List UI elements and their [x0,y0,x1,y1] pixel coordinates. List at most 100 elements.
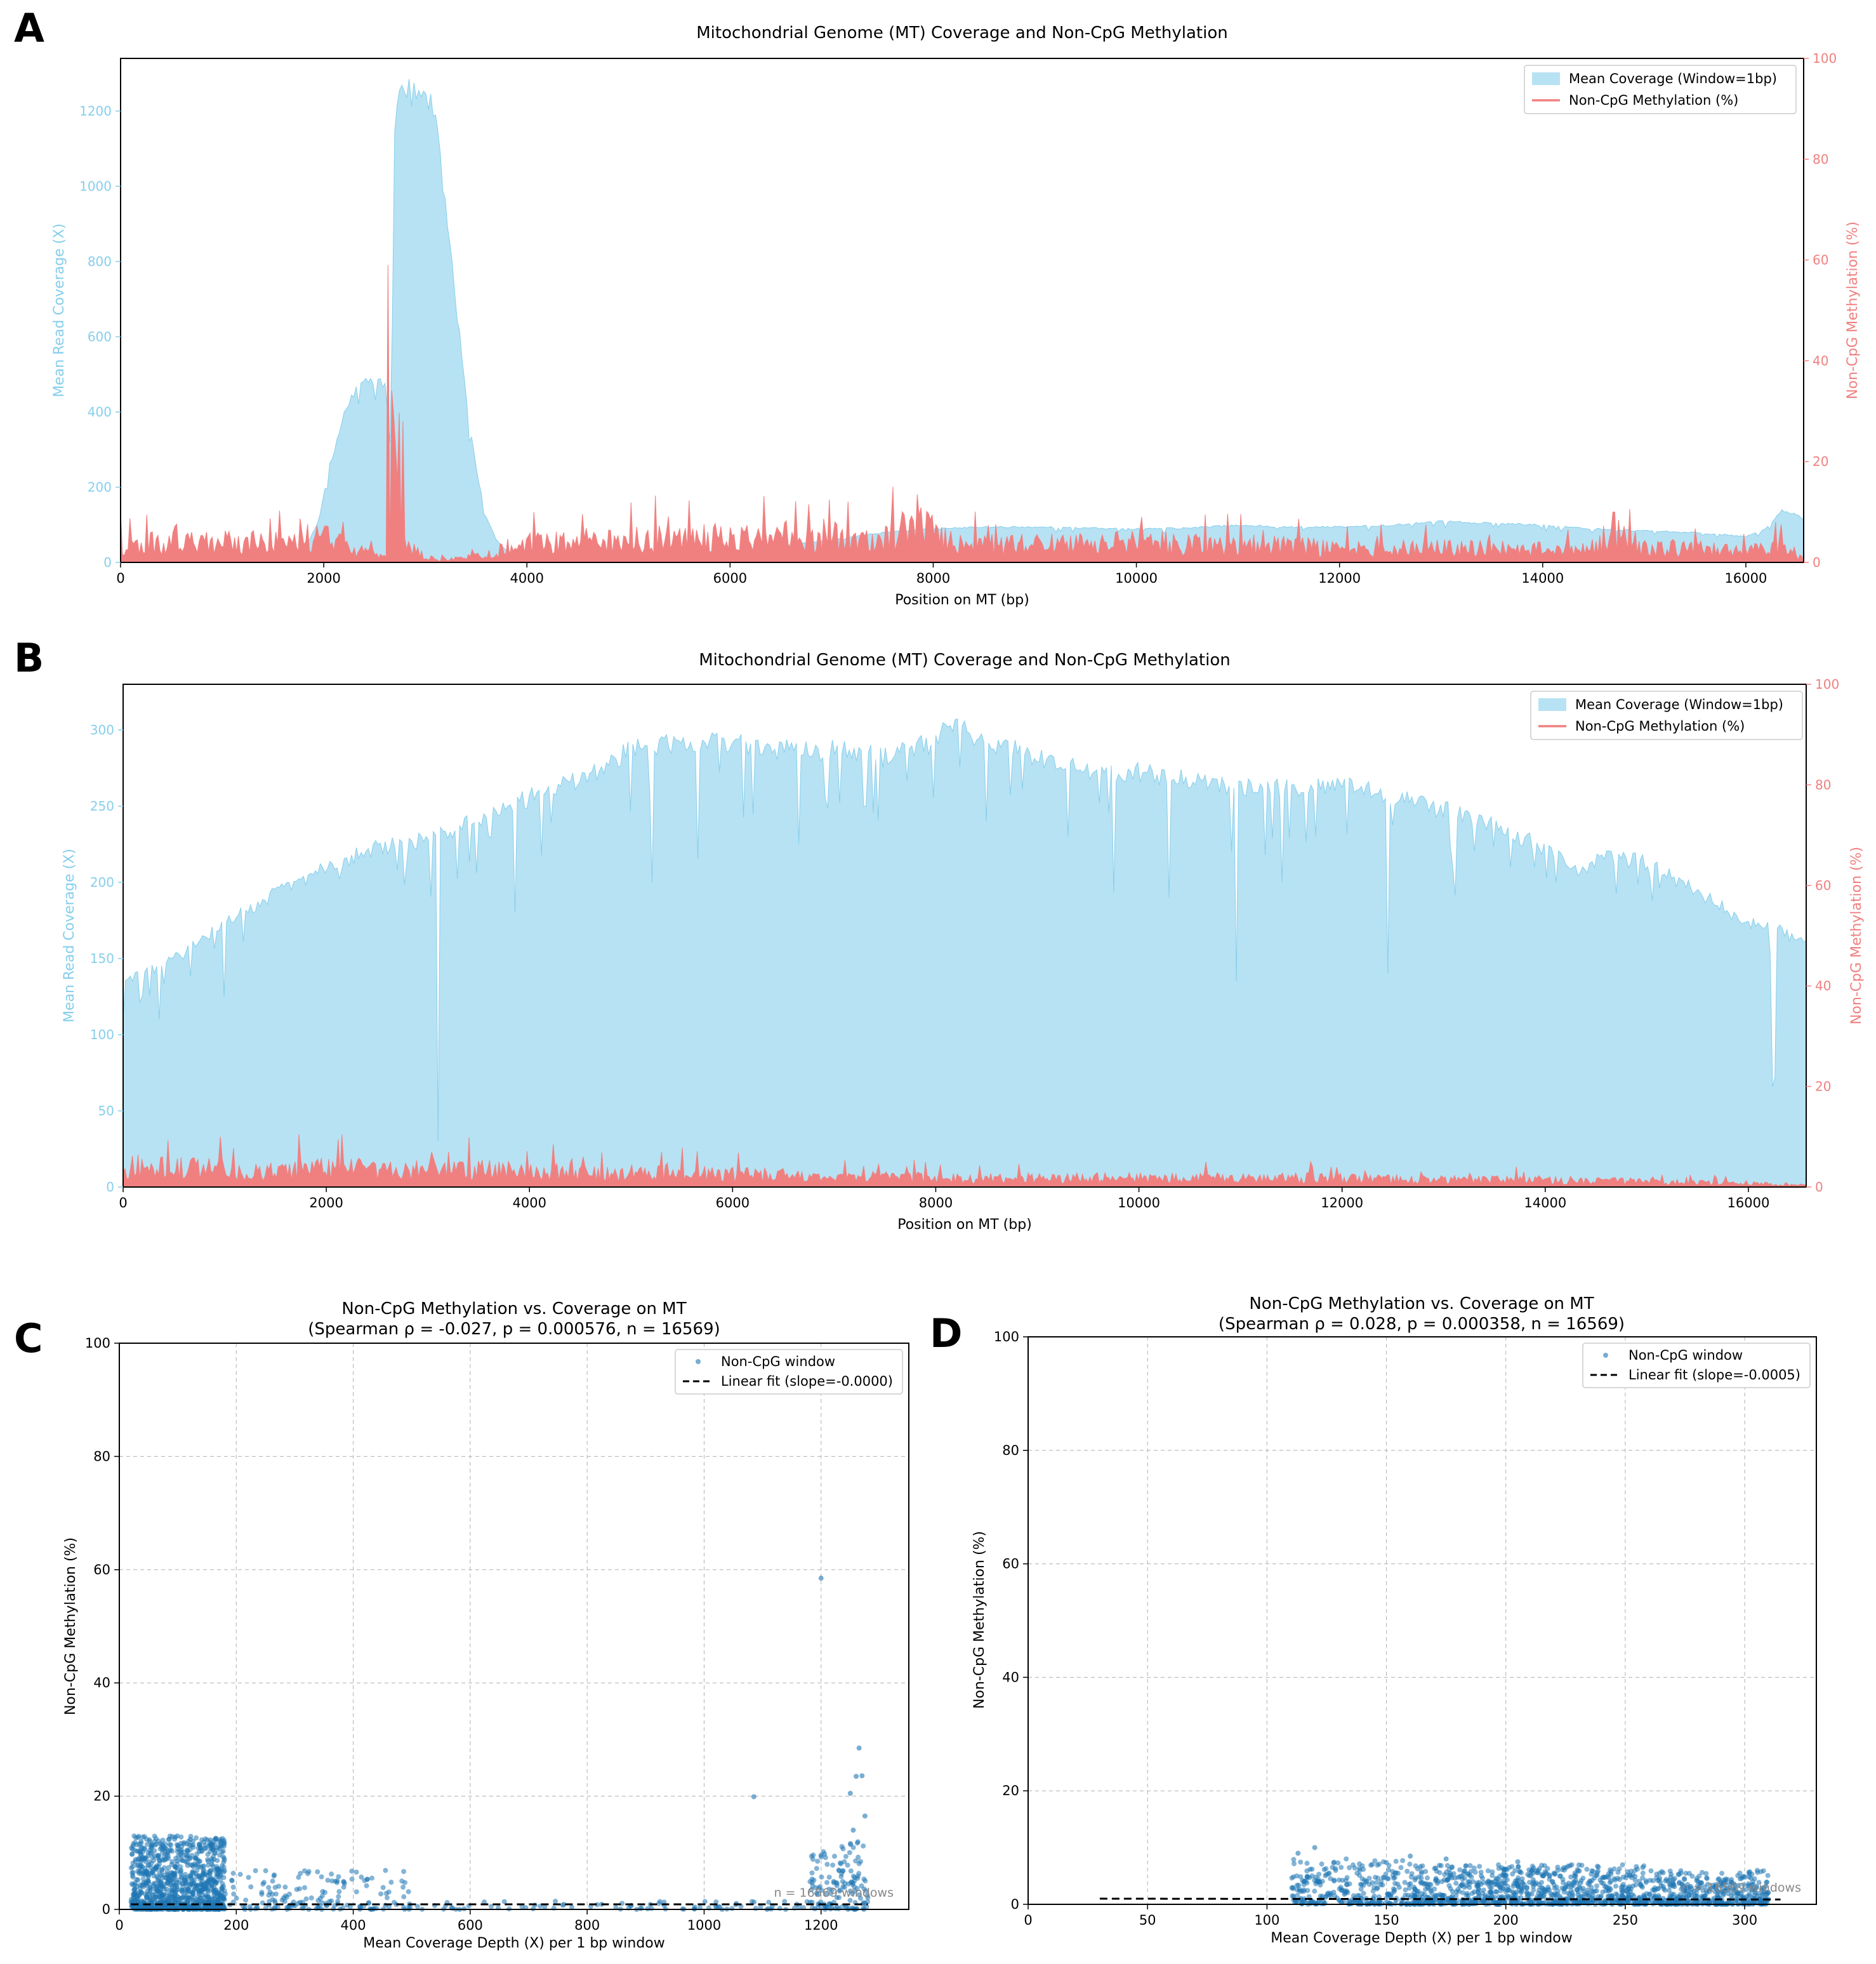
scatter-point [1634,1866,1640,1872]
scatter-point [1688,1883,1694,1889]
x-tick-label: 10000 [1118,1195,1160,1211]
y-right-tick-label: 20 [1813,454,1828,469]
scatter-point [1652,1885,1658,1891]
x-tick-label: 0 [115,1918,123,1933]
scatter-point [138,1857,143,1862]
scatter-point [1386,1862,1392,1868]
scatter-point [1479,1873,1484,1879]
panel-a-xlabel: Position on MT (bp) [895,592,1029,608]
scatter-point [864,1892,870,1898]
coverage-area [120,79,1804,563]
scatter-point [194,1851,200,1857]
scatter-point [334,1880,340,1885]
scatter-point [809,1870,815,1876]
scatter-point [1637,1878,1642,1884]
scatter-point [1541,1892,1547,1898]
scatter-point [160,1904,166,1910]
y-left-tick-label: 200 [88,479,112,494]
scatter-point [1587,1892,1592,1898]
scatter-point [134,1848,140,1854]
scatter-point [854,1774,859,1779]
scatter-point [272,1885,278,1890]
y-left-tick-label: 250 [90,799,114,814]
scatter-point [142,1847,147,1852]
scatter-point [1432,1894,1438,1899]
panel-b-ylabel-left: Mean Read Coverage (X) [62,849,77,1023]
scatter-point [1312,1878,1318,1883]
scatter-point [206,1896,212,1902]
scatter-point [1291,1861,1297,1866]
scatter-point [138,1868,144,1873]
scatter-point [1608,1867,1613,1873]
scatter-point [819,1874,824,1880]
scatter-point [1547,1876,1552,1882]
scatter-point [1338,1899,1344,1905]
y-left-tick-label: 100 [90,1027,114,1042]
scatter-point [319,1874,324,1880]
scatter-point [1525,1871,1531,1877]
scatter-point [1575,1892,1581,1897]
scatter-point [168,1842,174,1848]
scatter-point [1396,1885,1402,1890]
scatter-point [218,1877,223,1883]
scatter-point [1370,1880,1375,1885]
y-left-tick-label: 400 [88,404,112,420]
scatter-point [1380,1859,1386,1864]
scatter-point [1750,1879,1755,1885]
scatter-point [758,1904,763,1910]
scatter-point [1597,1877,1603,1883]
scatter-point [814,1866,819,1871]
scatter-point [385,1895,390,1901]
scatter-point [221,1855,227,1861]
scatter-point [1495,1882,1501,1888]
scatter-point [1470,1879,1476,1885]
y-tick-label: 60 [93,1562,110,1577]
scatter-point [861,1843,866,1849]
panel-c-ticks: 0 200 400 600 800 1000 1200 0 20 40 60 80 100 [85,1336,838,1933]
scatter-point [219,1863,225,1869]
scatter-point [133,1857,138,1862]
scatter-point [1552,1871,1558,1877]
scatter-point [861,1906,866,1911]
scatter-point [219,1885,225,1890]
scatter-point [1458,1873,1464,1879]
scatter-point [1703,1871,1709,1876]
x-tick-label: 200 [223,1918,249,1933]
scatter-point [1301,1887,1307,1893]
y-right-tick-label: 0 [1815,1179,1823,1195]
scatter-point [1304,1868,1310,1874]
scatter-point [131,1890,137,1896]
panel-b-coverage-chart: Mitochondrial Genome (MT) Coverage and N… [62,651,1865,1233]
scatter-point [840,1868,846,1874]
scatter-point [1460,1890,1466,1895]
x-tick-label: 16000 [1727,1195,1770,1211]
scatter-point [1403,1887,1408,1893]
panel-c-grid [119,1343,909,1910]
scatter-point [1514,1889,1519,1895]
scatter-point [223,1891,228,1897]
scatter-point [220,1836,225,1841]
scatter-point [1347,1865,1352,1871]
y-right-tick-label: 100 [1813,51,1837,66]
scatter-point [1406,1885,1412,1891]
y-tick-label: 20 [1002,1783,1019,1798]
x-tick-label: 800 [574,1918,600,1933]
scatter-point [1467,1863,1473,1868]
scatter-point [349,1876,355,1882]
y-left-tick-label: 0 [103,555,112,570]
scatter-point [1392,1874,1397,1880]
scatter-point [253,1868,258,1873]
scatter-point [204,1879,209,1885]
scatter-point [1659,1869,1665,1874]
scatter-point [1304,1861,1310,1866]
panel-d-legend-point-marker [1603,1353,1608,1358]
scatter-point [1608,1878,1614,1884]
scatter-point [1455,1887,1461,1892]
scatter-point [194,1873,199,1879]
scatter-point [1318,1882,1323,1888]
scatter-point [135,1835,141,1840]
scatter-point [1435,1878,1441,1884]
scatter-point [1352,1865,1357,1871]
scatter-point [1368,1862,1374,1868]
scatter-point [1490,1873,1495,1878]
